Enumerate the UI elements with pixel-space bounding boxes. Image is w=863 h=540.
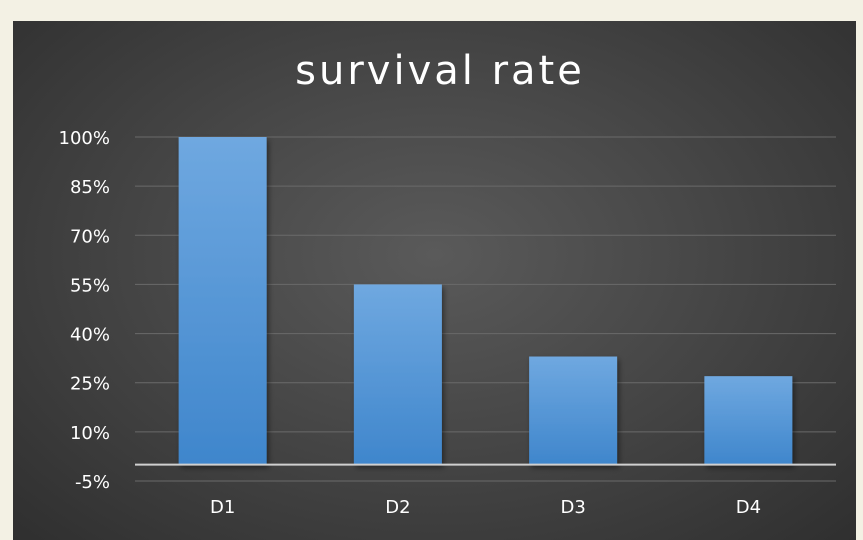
bar-chart: survival rate 100%85%70%55%40%25%10%-5% … bbox=[59, 48, 836, 518]
chart-title: survival rate bbox=[295, 48, 585, 94]
x-category-label: D2 bbox=[385, 497, 410, 518]
y-tick-label: -5% bbox=[75, 472, 110, 493]
y-axis-ticks: 100% 85% 70% 55% 40% 25% 10% -5% bbox=[59, 128, 110, 493]
chart-frame: survival rate 100% 85% 70% 55% 40% 25% 10% -5% … bbox=[13, 21, 856, 540]
y-tick-label: 70% bbox=[70, 226, 110, 247]
x-category-label: D3 bbox=[560, 497, 585, 518]
bar-d3 bbox=[529, 356, 618, 465]
y-tick-label: 55% bbox=[70, 275, 110, 296]
y-tick-label: 85% bbox=[70, 177, 110, 198]
x-category-label: D1 bbox=[210, 497, 235, 518]
x-axis-categories: D1 D2 D3 D4 bbox=[210, 497, 761, 518]
y-tick-label: 25% bbox=[70, 374, 110, 395]
y-tick-label: 100% bbox=[59, 128, 110, 149]
bar-d1 bbox=[178, 137, 267, 465]
y-tick-label: 10% bbox=[70, 423, 110, 444]
bar-d2 bbox=[353, 284, 442, 465]
bars bbox=[178, 137, 793, 465]
bar-d4 bbox=[704, 376, 793, 465]
y-tick-label: 40% bbox=[70, 325, 110, 346]
x-category-label: D4 bbox=[736, 497, 761, 518]
